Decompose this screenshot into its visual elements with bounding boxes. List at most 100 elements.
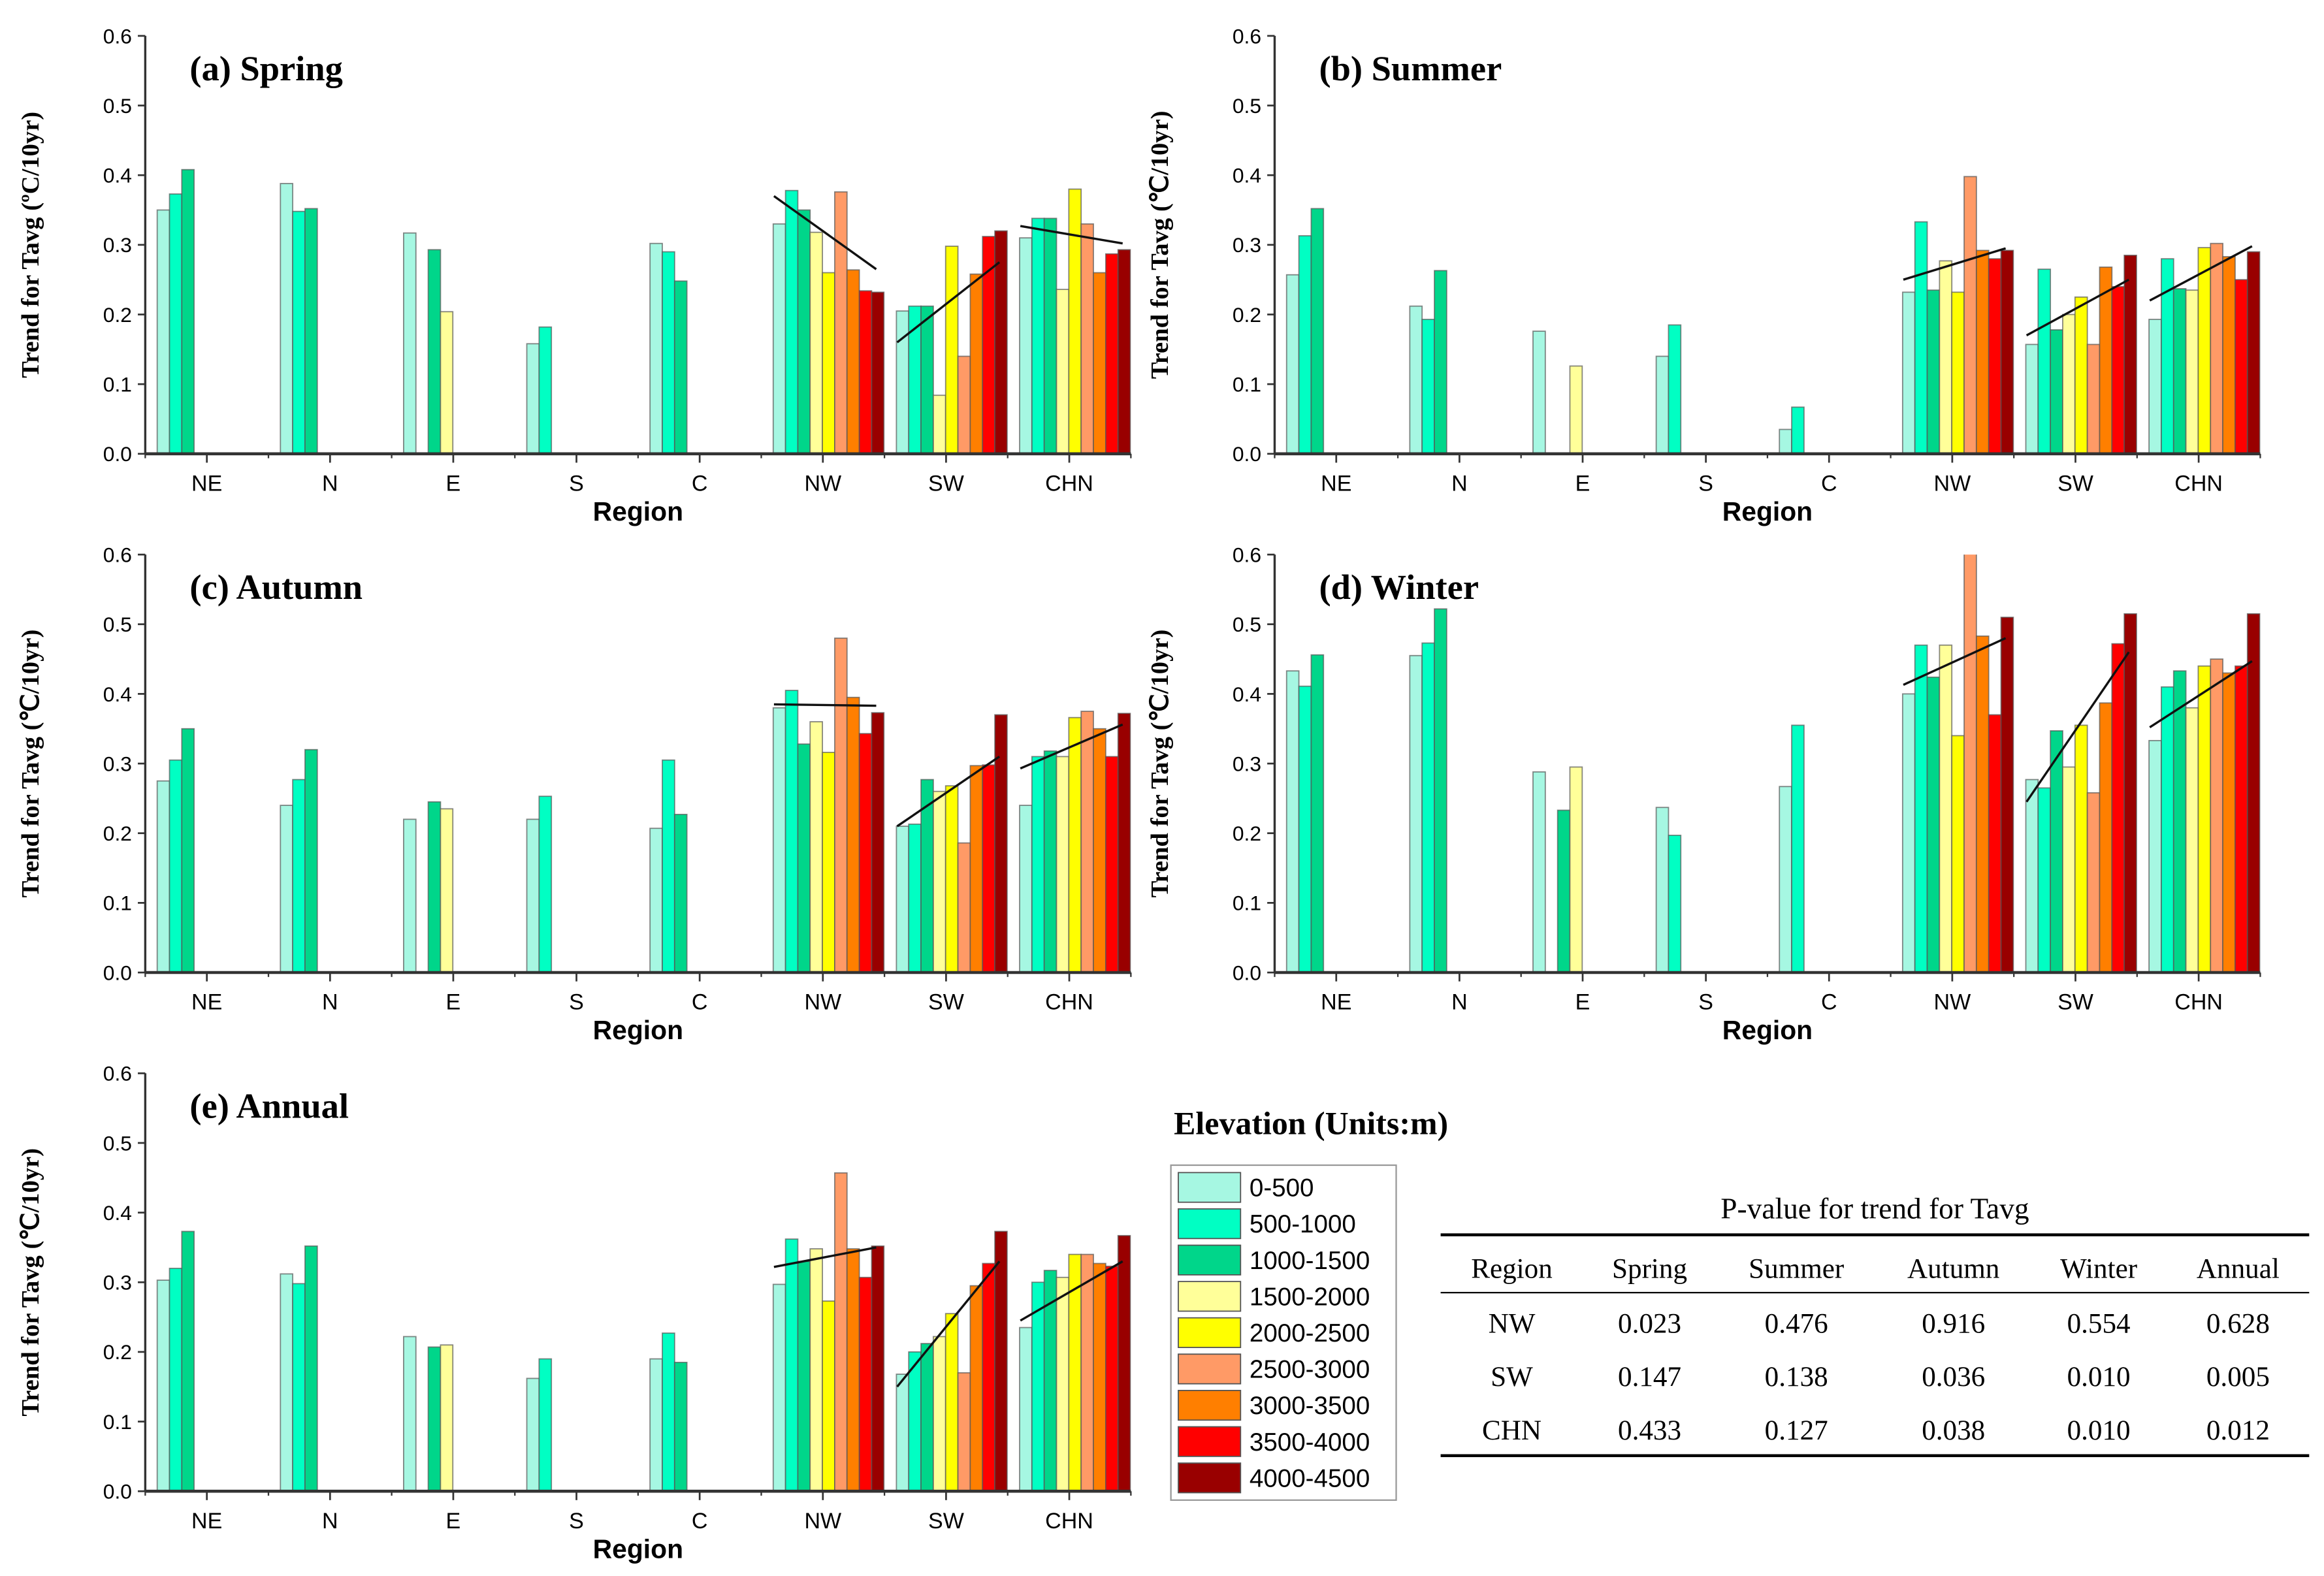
bar-nw-0-500 <box>1901 291 1916 454</box>
bar-nw-0-500 <box>1901 693 1916 973</box>
bar-nw-4000-4500 <box>2000 249 2014 454</box>
y-tick-label: 0.0 <box>103 442 132 466</box>
bar-c-1000-1500 <box>673 280 688 454</box>
x-tick-label: NW <box>1934 990 1971 1015</box>
bar-c-0-500 <box>649 1358 663 1492</box>
legend-swatch <box>1178 1389 1242 1421</box>
panel-summer: (b) Summer Trend for Tavg (℃/10yr) 0.0 0.1 0… <box>1146 24 2261 526</box>
bar-c-500-1000 <box>1791 406 1805 454</box>
x-tick-label: E <box>446 990 461 1015</box>
bar-sw-500-1000 <box>908 823 922 973</box>
x-tick-label: NE <box>191 1509 222 1534</box>
bars <box>156 637 1131 973</box>
y-tick-label: 0.3 <box>1233 752 1261 775</box>
table-cell: 0.023 <box>1618 1308 1681 1339</box>
bar-e-0-500 <box>1532 330 1546 454</box>
bar-ne-0-500 <box>1285 670 1300 973</box>
bar-nw-500-1000 <box>784 1238 799 1492</box>
bar-nw-0-500 <box>772 1283 786 1492</box>
bar-sw-1000-1500 <box>2050 730 2063 973</box>
bar-e-1500-2000 <box>440 808 454 973</box>
bar-chn-3000-3500 <box>2222 256 2236 454</box>
bar-sw-4000-4500 <box>2123 613 2137 973</box>
bar-nw-2000-2500 <box>822 272 835 454</box>
table-row-label: NW <box>1489 1308 1536 1339</box>
y-tick-label: 0.4 <box>103 1201 132 1225</box>
table-cell: 0.036 <box>1922 1362 1985 1392</box>
bar-nw-1500-2000 <box>1939 644 1953 973</box>
bar-sw-500-1000 <box>908 1351 922 1492</box>
bar-chn-3500-4000 <box>2235 279 2248 454</box>
bar-chn-0-500 <box>1019 1327 1033 1492</box>
bar-sw-1000-1500 <box>2050 329 2063 454</box>
bar-n-1000-1500 <box>1434 608 1447 973</box>
bar-nw-1000-1500 <box>1926 676 1941 973</box>
bar-e-1000-1500 <box>427 801 442 973</box>
table-header: Autumn <box>1907 1253 1999 1284</box>
x-tick-label: C <box>692 1509 708 1534</box>
bars <box>1285 176 2261 454</box>
trendline-nw <box>1903 247 2007 281</box>
bar-sw-1500-2000 <box>932 1336 946 1492</box>
table-row-label: CHN <box>1482 1415 1541 1446</box>
y-tick-label: 0.3 <box>103 1271 132 1295</box>
bar-nw-1500-2000 <box>809 1248 824 1492</box>
bar-ne-1000-1500 <box>1310 654 1325 973</box>
bar-c-500-1000 <box>662 251 675 454</box>
bar-chn-0-500 <box>1019 237 1033 454</box>
bar-n-1000-1500 <box>304 208 318 454</box>
trendline-chn <box>2149 660 2253 729</box>
bar-nw-1500-2000 <box>809 231 824 454</box>
y-tick-label: 0.1 <box>103 892 132 915</box>
bar-sw-2500-3000 <box>2086 344 2101 454</box>
bar-n-500-1000 <box>292 210 306 454</box>
legend-label: 1500-2000 <box>1250 1283 1370 1311</box>
table-cell: 0.010 <box>2067 1362 2131 1392</box>
table-cell: 0.038 <box>1922 1415 1985 1446</box>
bar-s-0-500 <box>1655 807 1670 973</box>
bar-nw-3000-3500 <box>1975 635 1990 973</box>
x-tick-label: N <box>322 990 338 1015</box>
y-axis-label: Trend for Tavg (℃/10yr) <box>1146 110 1174 379</box>
x-axis-label: Region <box>593 1534 683 1564</box>
table-cell: 0.147 <box>1618 1362 1681 1392</box>
x-axis-label: Region <box>593 496 683 526</box>
bar-nw-2500-3000 <box>1963 176 1977 454</box>
bar-n-500-1000 <box>1421 642 1435 973</box>
y-axis-label: Trend for Tavg (℃/10yr) <box>1146 630 1174 898</box>
bar-ne-0-500 <box>156 1279 170 1492</box>
bar-ne-1000-1500 <box>181 728 195 973</box>
x-tick-label: NW <box>804 990 841 1015</box>
table-cell: 0.916 <box>1922 1308 1985 1339</box>
y-tick-label: 0.5 <box>103 1131 132 1155</box>
bar-sw-2000-2500 <box>2074 724 2088 973</box>
bar-nw-0-500 <box>772 223 786 454</box>
trendline-chn <box>2149 245 2253 302</box>
bar-sw-3000-3500 <box>969 765 984 973</box>
panel-title: (d) Winter <box>1319 567 1479 607</box>
bar-nw-1000-1500 <box>797 209 811 454</box>
bar-chn-3000-3500 <box>1093 1262 1106 1492</box>
trendline-chn <box>1020 225 1123 245</box>
y-tick-label: 0.3 <box>103 233 132 257</box>
trendline-chn <box>1020 723 1123 770</box>
panel-winter: (d) Winter Trend for Tavg (℃/10yr) 0.0 0.1 0… <box>1146 543 2261 1045</box>
bar-nw-2500-3000 <box>1963 555 1977 973</box>
p-value-table: P-value for trend for Tavg Region Spring S… <box>1440 1193 2310 1458</box>
bar-chn-3000-3500 <box>2222 672 2236 973</box>
bar-chn-4000-4500 <box>1117 249 1131 454</box>
bar-chn-1500-2000 <box>2185 289 2199 454</box>
x-tick-label: NE <box>191 472 222 496</box>
x-tick-label: N <box>1451 472 1468 496</box>
y-tick-label: 0.2 <box>103 303 132 327</box>
bar-sw-500-1000 <box>2037 787 2052 973</box>
y-tick-label: 0.3 <box>103 752 132 775</box>
y-tick-label: 0.1 <box>1233 373 1261 396</box>
bar-e-1500-2000 <box>440 1344 454 1492</box>
bar-n-1000-1500 <box>304 748 318 973</box>
trendline-sw <box>2025 278 2129 337</box>
bar-e-0-500 <box>403 1336 417 1492</box>
bar-chn-4000-4500 <box>2246 613 2261 973</box>
bar-s-0-500 <box>526 343 540 454</box>
panel-title: (a) Spring <box>189 48 342 88</box>
